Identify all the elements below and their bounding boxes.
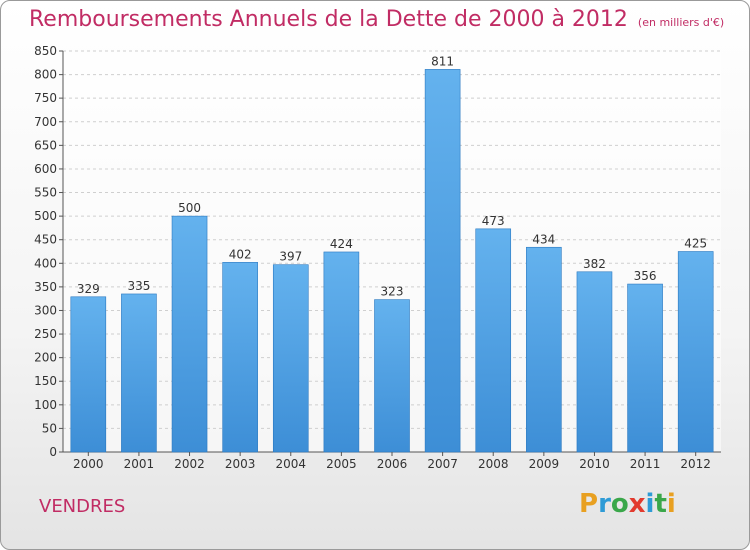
- y-tick-label: 150: [34, 374, 57, 388]
- proxiti-logo: Proxiti: [579, 489, 676, 519]
- y-tick-label: 350: [34, 280, 57, 294]
- bar: [677, 251, 714, 453]
- x-tick-label: 2002: [174, 457, 205, 471]
- bar: [576, 271, 613, 453]
- bar: [424, 69, 461, 453]
- logo-letter: t: [654, 489, 667, 519]
- x-tick-label: 2006: [377, 457, 408, 471]
- x-tick-label: 2010: [579, 457, 610, 471]
- x-tick-label: 2007: [427, 457, 458, 471]
- y-tick-label: 550: [34, 186, 57, 200]
- x-tick-label: 2011: [630, 457, 661, 471]
- bar: [627, 283, 663, 453]
- bar: [70, 296, 107, 453]
- logo-letter: P: [579, 489, 599, 519]
- y-tick-label: 450: [34, 233, 57, 247]
- bar: [121, 293, 157, 453]
- data-label: 811: [431, 54, 454, 68]
- y-tick-label: 600: [34, 162, 57, 176]
- y-tick-label: 500: [34, 209, 57, 223]
- x-tick-label: 2012: [680, 457, 711, 471]
- x-tick-label: 2009: [529, 457, 560, 471]
- y-tick-label: 250: [34, 327, 57, 341]
- bar: [171, 215, 208, 453]
- data-label: 500: [178, 201, 201, 215]
- y-tick-label: 650: [34, 138, 57, 152]
- x-tick-label: 2005: [326, 457, 357, 471]
- data-label: 382: [583, 257, 606, 271]
- x-tick-label: 2000: [73, 457, 104, 471]
- y-tick-label: 750: [34, 91, 57, 105]
- chart-title-text: Remboursements Annuels de la Dette de 20…: [29, 7, 628, 32]
- data-label: 434: [532, 232, 555, 246]
- data-label: 329: [77, 282, 100, 296]
- y-tick-label: 400: [34, 256, 57, 270]
- data-label: 397: [279, 250, 302, 264]
- logo-letter: x: [628, 489, 646, 519]
- data-label: 356: [634, 269, 657, 283]
- city-name: VENDRES: [39, 496, 126, 517]
- bar: [323, 251, 360, 453]
- logo-letter: i: [666, 489, 676, 519]
- y-tick-label: 50: [42, 421, 57, 435]
- logo-letter: i: [645, 489, 655, 519]
- y-tick-label: 200: [34, 351, 57, 365]
- data-label: 473: [482, 214, 505, 228]
- data-label: 424: [330, 237, 353, 251]
- x-tick-label: 2008: [478, 457, 509, 471]
- bar: [374, 299, 410, 453]
- y-tick-label: 850: [34, 44, 57, 58]
- bar: [272, 264, 309, 453]
- data-label: 402: [229, 247, 252, 261]
- data-label: 335: [127, 279, 150, 293]
- logo-letter: r: [598, 489, 611, 519]
- bar: [475, 228, 512, 453]
- data-label: 425: [684, 237, 707, 251]
- y-tick-label: 0: [49, 445, 57, 459]
- bar: [526, 246, 562, 453]
- y-tick-label: 100: [34, 398, 57, 412]
- chart-title: Remboursements Annuels de la Dette de 20…: [29, 7, 724, 32]
- chart-unit: (en milliers d'€): [637, 16, 725, 29]
- y-tick-label: 300: [34, 303, 57, 317]
- x-tick-label: 2003: [225, 457, 256, 471]
- x-tick-label: 2001: [124, 457, 155, 471]
- logo-letter: o: [610, 489, 629, 519]
- y-tick-label: 700: [34, 115, 57, 129]
- y-tick-label: 800: [34, 68, 57, 82]
- x-tick-label: 2004: [275, 457, 306, 471]
- bar: [222, 262, 258, 453]
- data-label: 323: [381, 285, 404, 299]
